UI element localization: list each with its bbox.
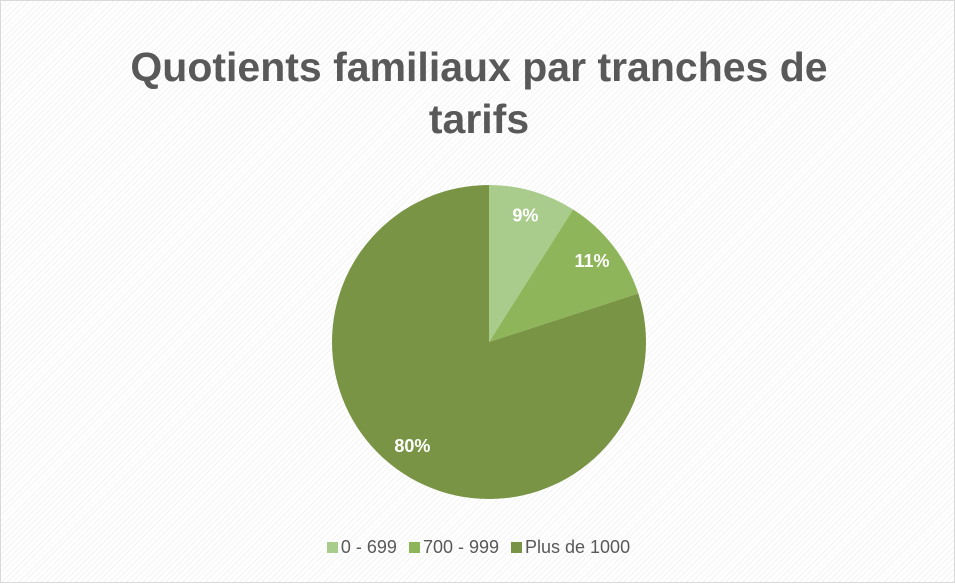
legend-swatch [511, 542, 522, 553]
legend-swatch [326, 542, 338, 553]
chart-title: Quotients familiaux par tranches de tari… [130, 44, 828, 142]
data-label: 80% [394, 436, 430, 456]
legend-label: Plus de 1000 [525, 537, 631, 557]
legend: 0 - 699 700 - 999 Plus de 1000 [1, 537, 955, 558]
pie-slice [489, 185, 574, 342]
pie-slice [332, 185, 646, 500]
pie-slice [489, 209, 639, 342]
data-label: 9% [512, 206, 538, 226]
legend-item: 700 - 999 [408, 537, 499, 558]
legend-label: 700 - 999 [422, 537, 499, 557]
legend-swatch [408, 542, 420, 553]
legend-item: 0 - 699 [326, 537, 397, 558]
legend-label: 0 - 699 [340, 537, 397, 557]
data-label: 11% [574, 251, 609, 271]
legend-item: Plus de 1000 [511, 537, 630, 558]
